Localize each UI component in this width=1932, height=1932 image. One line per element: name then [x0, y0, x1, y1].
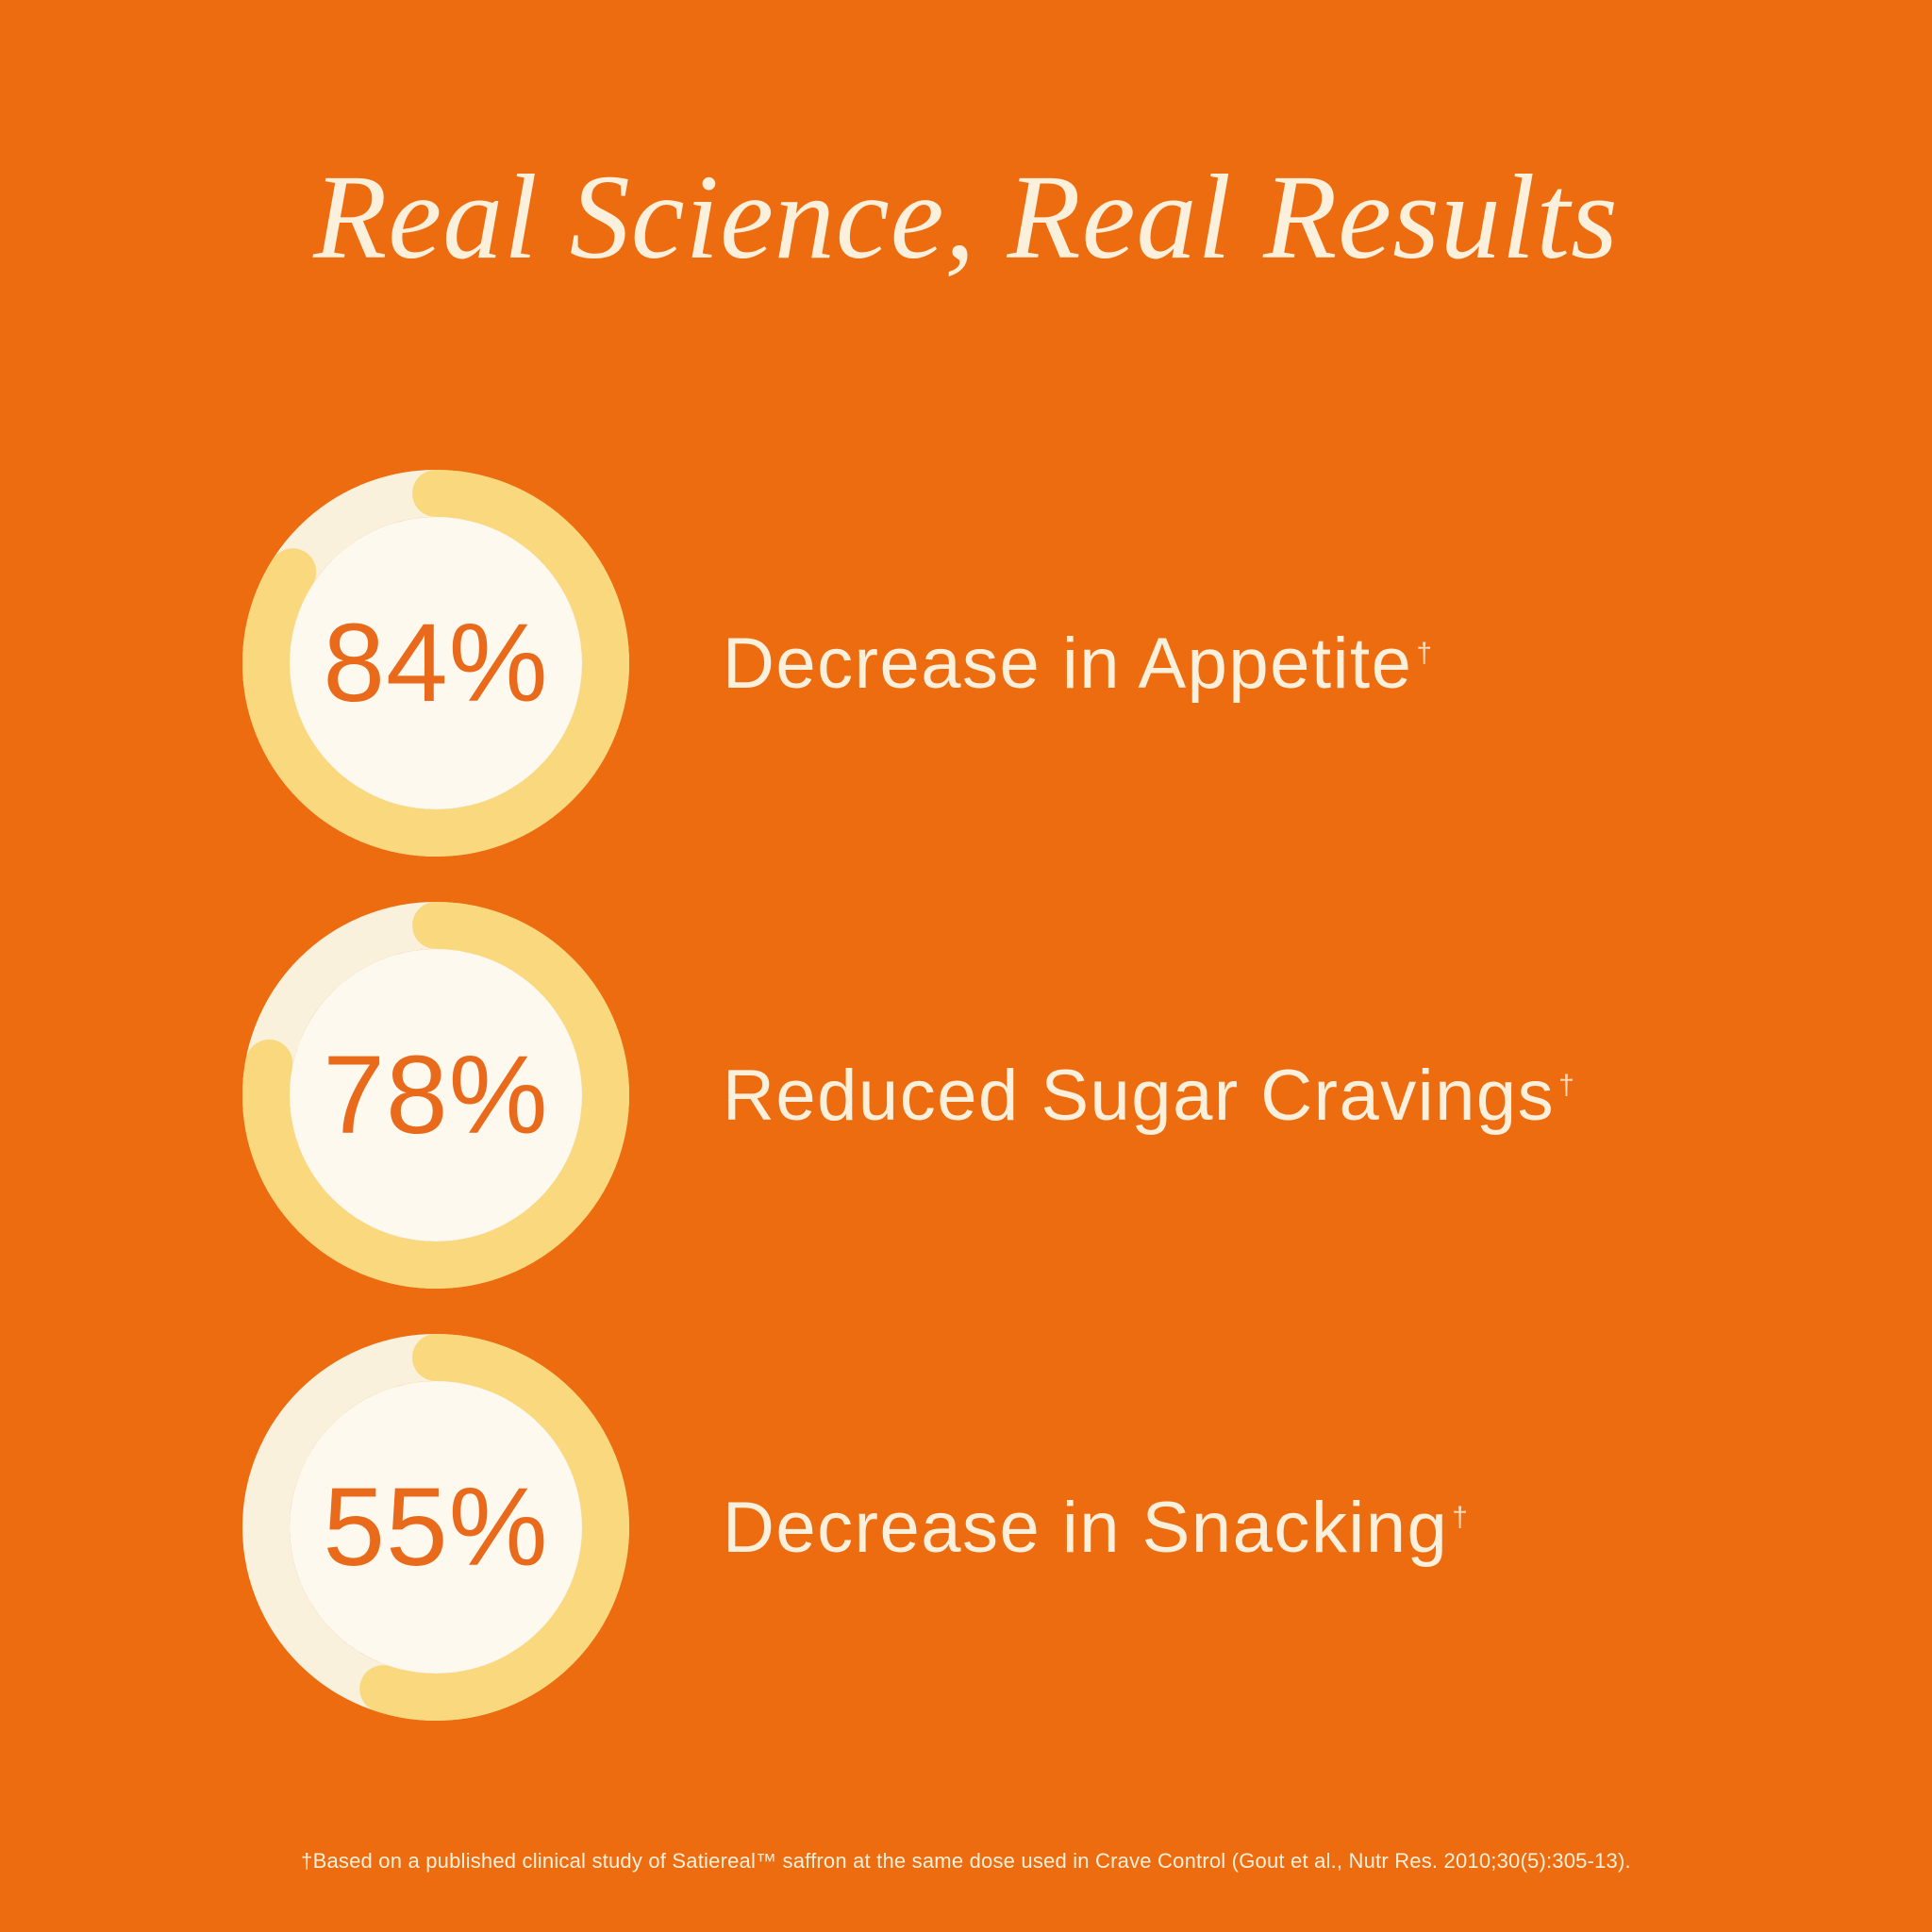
- stat-percent: 84%: [323, 601, 549, 725]
- footnote-dagger: †: [1558, 1070, 1576, 1102]
- stats-list: 84% Decrease in Appetite † 78% Reduced Su…: [242, 469, 1932, 1722]
- footnote-dagger: †: [1416, 638, 1434, 670]
- stat-label: Decrease in Appetite †: [723, 623, 1434, 705]
- footnote-dagger: †: [1452, 1502, 1470, 1534]
- ring-value-arc: [242, 1334, 629, 1721]
- stat-percent: 78%: [323, 1033, 549, 1158]
- footnote-text: †Based on a published clinical study of …: [301, 1849, 1631, 1873]
- progress-ring: 84%: [242, 469, 630, 858]
- progress-ring: 55%: [242, 1333, 630, 1722]
- progress-ring-chart: [242, 902, 629, 1289]
- stat-row: 84% Decrease in Appetite †: [242, 469, 1932, 858]
- ring-inner-circle: [290, 1381, 582, 1674]
- progress-ring: 78%: [242, 901, 630, 1290]
- stat-label: Decrease in Snacking †: [723, 1487, 1469, 1569]
- stat-label-text: Reduced Sugar Cravings: [723, 1055, 1556, 1136]
- stat-label-text: Decrease in Appetite: [723, 623, 1413, 704]
- stat-label: Reduced Sugar Cravings †: [723, 1055, 1575, 1137]
- ring-value-arc: [242, 902, 629, 1289]
- progress-ring-chart: [242, 470, 629, 857]
- ring-value-arc: [242, 470, 629, 857]
- ring-inner-circle: [290, 949, 582, 1241]
- page-title: Real Science, Real Results: [313, 150, 1619, 284]
- stat-row: 55% Decrease in Snacking †: [242, 1333, 1932, 1722]
- stat-percent: 55%: [323, 1465, 549, 1590]
- ring-inner-circle: [290, 517, 582, 809]
- stat-label-text: Decrease in Snacking: [723, 1487, 1449, 1568]
- stat-row: 78% Reduced Sugar Cravings †: [242, 901, 1932, 1290]
- progress-ring-chart: [242, 1334, 629, 1721]
